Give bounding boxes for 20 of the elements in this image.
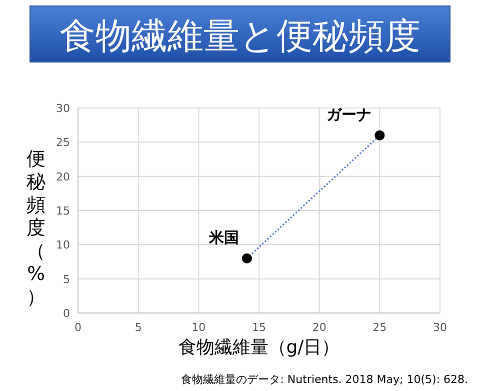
chart-title: 食物繊維量と便秘頻度 (60, 16, 420, 57)
x-tick-label: 20 (312, 321, 326, 334)
y-tick-label: 10 (56, 238, 70, 252)
x-tick-label: 30 (433, 321, 447, 334)
x-tick-label: 10 (192, 321, 206, 334)
y-tick-label: 0 (63, 307, 70, 320)
annotation: ガーナ (326, 105, 372, 124)
x-tick-label: 5 (134, 321, 142, 334)
x-tick-label: 15 (252, 321, 266, 334)
y-tick-label: 15 (56, 204, 70, 218)
y-axis-title: 便秘頻度（%） (26, 148, 46, 308)
y-tick-label: 20 (56, 170, 70, 184)
y-tick-label: 5 (63, 272, 70, 286)
y-tick-label: 30 (56, 102, 70, 115)
x-tick-label: 0 (74, 321, 82, 334)
annotation: 米国 (208, 228, 239, 246)
x-axis-title: 食物繊維量（g/日） (178, 337, 340, 358)
x-tick-label: 25 (372, 321, 387, 334)
text: 食物繊維量のデータ: Nutrients. 2018 May; 10(5): 628. (181, 373, 468, 386)
y-tick-label: 25 (56, 136, 70, 150)
